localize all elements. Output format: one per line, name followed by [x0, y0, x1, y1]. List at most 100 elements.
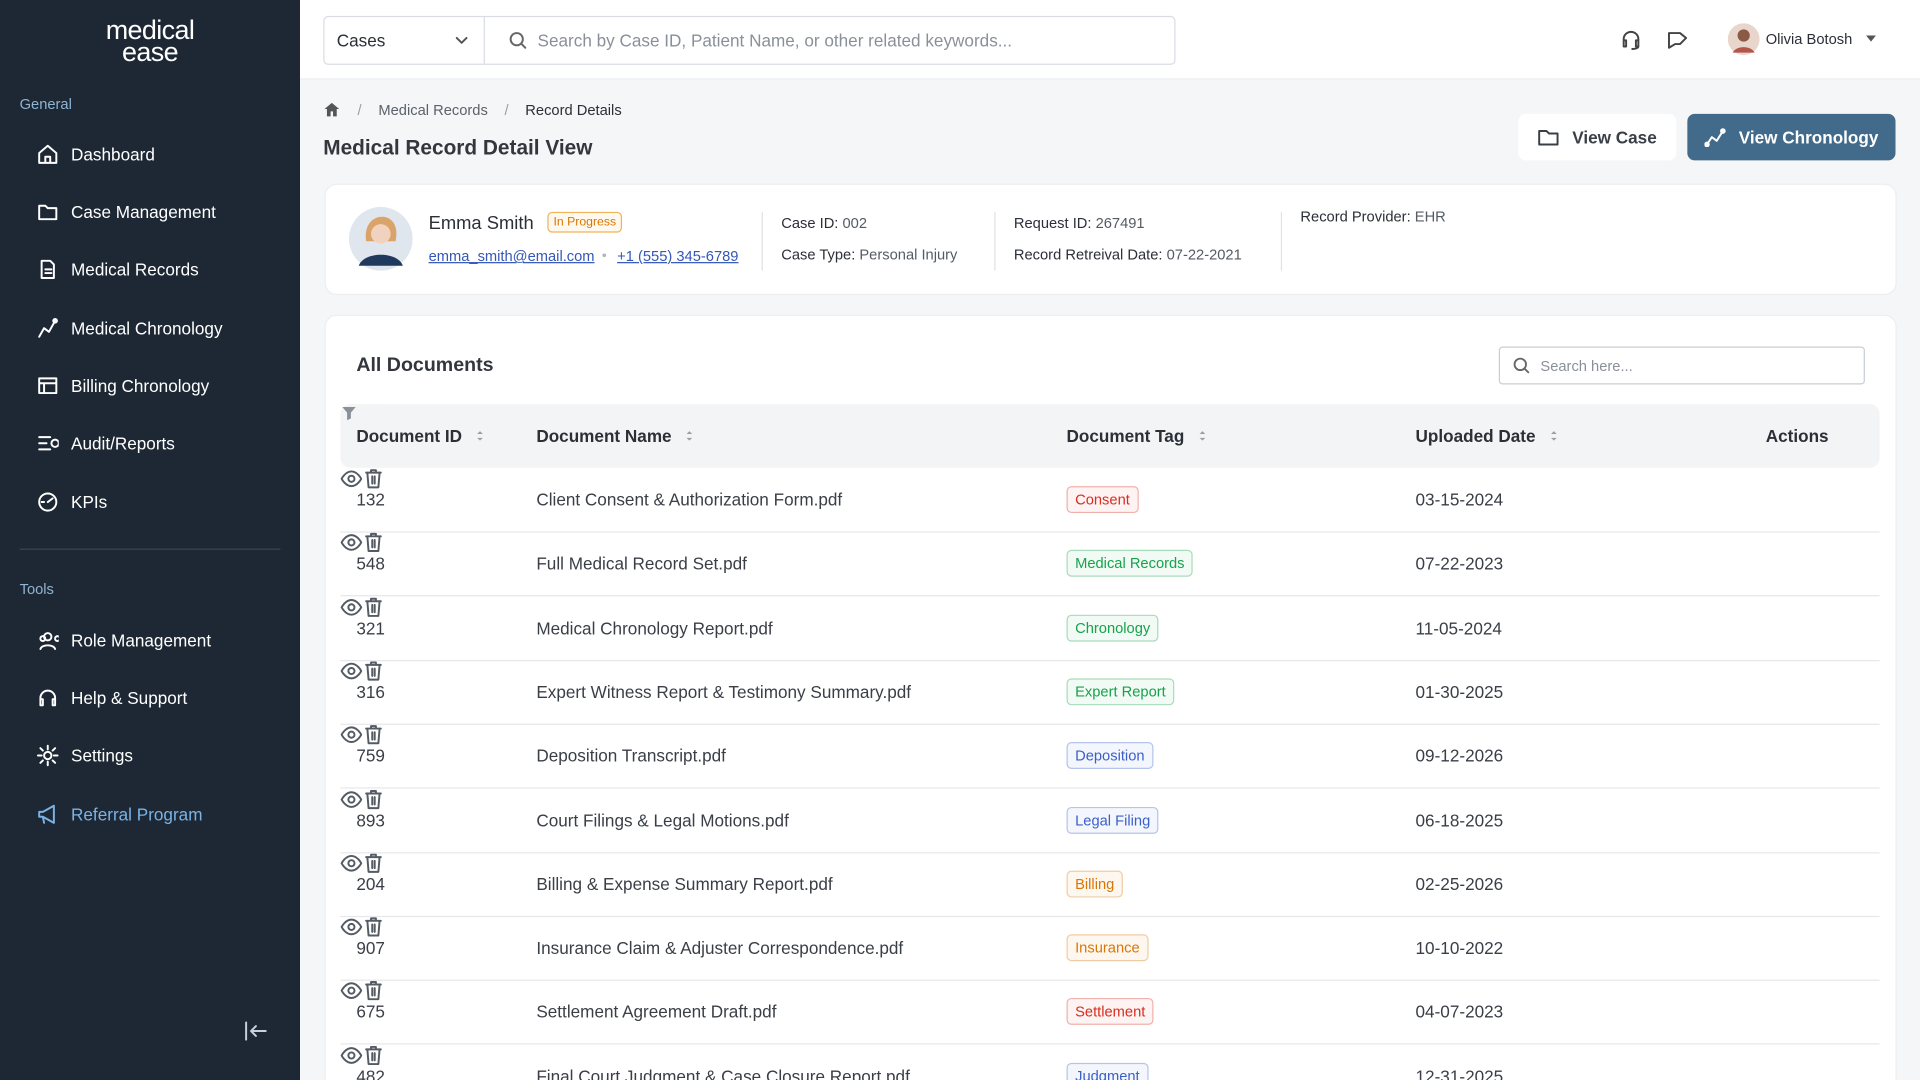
- patient-avatar: [348, 206, 413, 271]
- table-search[interactable]: Search here...: [1498, 346, 1865, 385]
- icon-part: [38, 144, 58, 164]
- patient-email[interactable]: emma_smith@email.com: [428, 247, 595, 265]
- nav-item[interactable]: Dashboard: [37, 140, 155, 169]
- icon-part: [38, 377, 58, 395]
- support-icon[interactable]: [1620, 28, 1642, 50]
- section-title: General: [19, 95, 72, 113]
- view-chronology-button[interactable]: View Chronology: [1687, 113, 1896, 161]
- uploaded-date: 04-07-2023: [1415, 1002, 1504, 1022]
- user-caret: [1866, 35, 1876, 42]
- column-header[interactable]: Document Tag: [1067, 426, 1212, 446]
- document-name: Insurance Claim & Adjuster Correspondenc…: [536, 938, 904, 958]
- search-bar: Cases Search by Case ID, Patient Name, o…: [323, 15, 1176, 65]
- nav-item[interactable]: Audit/Reports: [37, 429, 175, 458]
- home-icon[interactable]: [323, 102, 340, 118]
- chevron: [455, 36, 468, 44]
- nav-label: Case Management: [71, 202, 216, 222]
- nav-item[interactable]: Referral Program: [37, 800, 203, 829]
- document-name: Full Medical Record Set.pdf: [536, 553, 747, 574]
- icon-part: [365, 661, 382, 681]
- delete-button[interactable]: [362, 596, 384, 618]
- nav-item[interactable]: KPIs: [37, 487, 107, 516]
- icon-part: [365, 469, 382, 489]
- icon-part: [687, 437, 693, 441]
- column-header[interactable]: Document ID: [356, 426, 489, 446]
- view-button[interactable]: [340, 980, 363, 1002]
- nav-label: Help & Support: [71, 688, 188, 708]
- nav-item[interactable]: Role Management: [37, 626, 211, 655]
- icon-part: [1199, 431, 1206, 435]
- column-label: Uploaded Date: [1415, 426, 1536, 446]
- delete-button[interactable]: [362, 852, 384, 874]
- view-button[interactable]: [340, 788, 363, 810]
- icon-part: [38, 436, 59, 451]
- nav-item[interactable]: Case Management: [37, 197, 216, 226]
- delete-button[interactable]: [362, 788, 384, 810]
- nav-item[interactable]: Billing Chronology: [37, 371, 209, 400]
- table-row: 907 Insurance Claim & Adjuster Correspond…: [340, 916, 1880, 981]
- icon-part: [365, 533, 382, 553]
- section-title: All Documents: [356, 355, 494, 376]
- search-input[interactable]: Search by Case ID, Patient Name, or othe…: [537, 30, 1013, 51]
- announcement-icon[interactable]: [1667, 28, 1689, 50]
- divider: [1280, 211, 1283, 271]
- patient-phone[interactable]: +1 (555) 345-6789: [617, 247, 739, 265]
- field-value: Personal Injury: [859, 246, 958, 264]
- column-header[interactable]: Uploaded Date: [1416, 426, 1563, 446]
- nav-label: Dashboard: [71, 144, 155, 165]
- nav-item[interactable]: Help & Support: [37, 683, 188, 712]
- delete-button[interactable]: [362, 724, 384, 746]
- view-button[interactable]: [340, 852, 363, 874]
- view-button[interactable]: [340, 1044, 363, 1066]
- column-header[interactable]: Document Name: [536, 426, 698, 446]
- breadcrumb-link[interactable]: Medical Records: [378, 101, 488, 119]
- document-name: Expert Witness Report & Testimony Summar…: [536, 681, 912, 702]
- field-label: Case Type:: [781, 246, 856, 264]
- user-avatar[interactable]: [1727, 23, 1760, 56]
- icon-part: [347, 602, 356, 611]
- icon-part: [52, 317, 58, 324]
- column-label: Document Name: [536, 426, 672, 446]
- view-button[interactable]: [340, 468, 363, 490]
- section-title: Tools: [19, 580, 54, 598]
- delete-button[interactable]: [362, 916, 384, 938]
- document-name: Settlement Agreement Draft.pdf: [536, 1002, 777, 1022]
- delete-button[interactable]: [362, 468, 384, 490]
- delete-button[interactable]: [362, 660, 384, 682]
- patient-card: Emma Smith In Progress emma_smith@email.…: [324, 183, 1897, 296]
- delete-button[interactable]: [362, 532, 384, 554]
- view-button[interactable]: [340, 916, 363, 938]
- delete-button[interactable]: [362, 1044, 384, 1066]
- user-name[interactable]: Olivia Botosh: [1765, 30, 1853, 48]
- view-button[interactable]: [340, 532, 363, 554]
- view-case-button[interactable]: View Case: [1518, 113, 1677, 161]
- document-tag: Billing: [1066, 870, 1123, 898]
- nav-label: Billing Chronology: [71, 375, 210, 396]
- uploaded-date: 06-18-2025: [1415, 810, 1504, 830]
- icon-part: [365, 917, 382, 937]
- sort-icon: [1199, 431, 1206, 441]
- view-button[interactable]: [340, 660, 363, 682]
- search-icon: [1513, 357, 1530, 374]
- icon-part: [340, 534, 363, 552]
- document-id: 132: [356, 489, 385, 510]
- nav-icon: [38, 377, 58, 395]
- breadcrumb-separator: /: [504, 101, 509, 119]
- icon-part: [40, 497, 54, 504]
- sidebar: medical ease General Dashboard Case Manage…: [0, 0, 300, 1080]
- nav-item[interactable]: Medical Records: [37, 255, 199, 284]
- document-id: 893: [356, 810, 385, 830]
- delete-button[interactable]: [362, 980, 384, 1002]
- icon-part: [1199, 437, 1206, 441]
- view-button[interactable]: [340, 596, 363, 618]
- scope-select[interactable]: Cases: [336, 30, 386, 51]
- view-button[interactable]: [340, 724, 363, 746]
- collapse-button[interactable]: [244, 1020, 268, 1042]
- icon-part: [365, 725, 382, 745]
- table-row: 321 Medical Chronology Report.pdf Chronolo…: [340, 596, 1880, 661]
- info-field: Case Type: Personal Injury: [781, 246, 957, 263]
- nav-item[interactable]: Settings: [36, 741, 133, 770]
- patient-name: Emma Smith: [428, 213, 534, 234]
- nav-item[interactable]: Medical Chronology: [37, 313, 223, 342]
